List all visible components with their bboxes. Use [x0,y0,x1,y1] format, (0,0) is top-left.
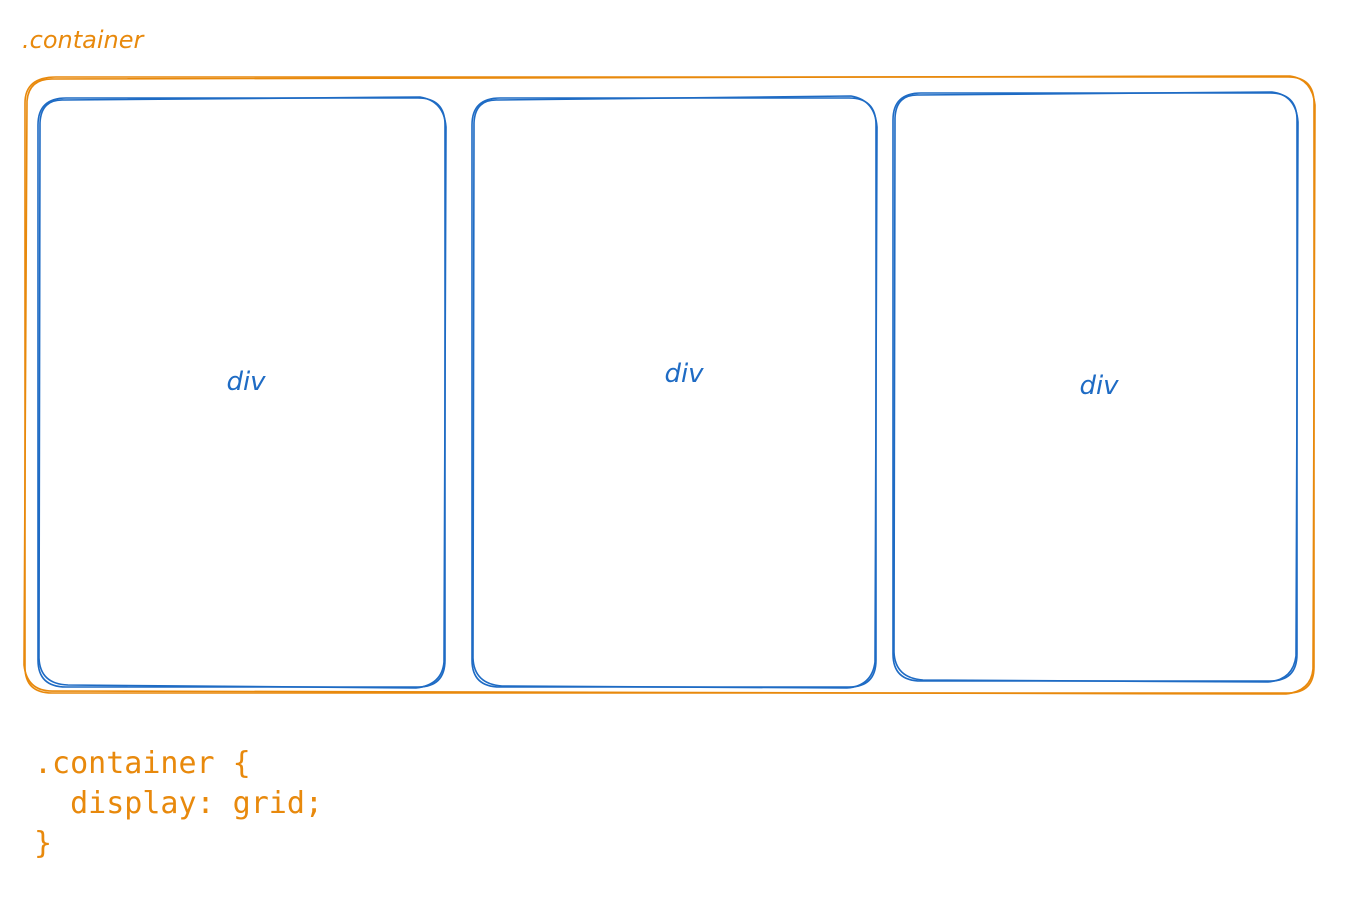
css-code-block: .container { display: grid; } [34,744,323,864]
container-label: .container [22,26,145,54]
container-box [23,75,1316,695]
grid-item-1-label: div [226,367,266,397]
code-line-selector: .container { [34,746,251,781]
grid-item-2-label: div [664,359,704,389]
grid-item-2 [471,95,878,689]
code-line-declaration: display: grid; [34,786,323,821]
code-line-close: } [34,826,53,861]
grid-item-3-label: div [1079,371,1119,401]
grid-item-1 [37,96,447,689]
grid-item-3 [892,91,1299,683]
